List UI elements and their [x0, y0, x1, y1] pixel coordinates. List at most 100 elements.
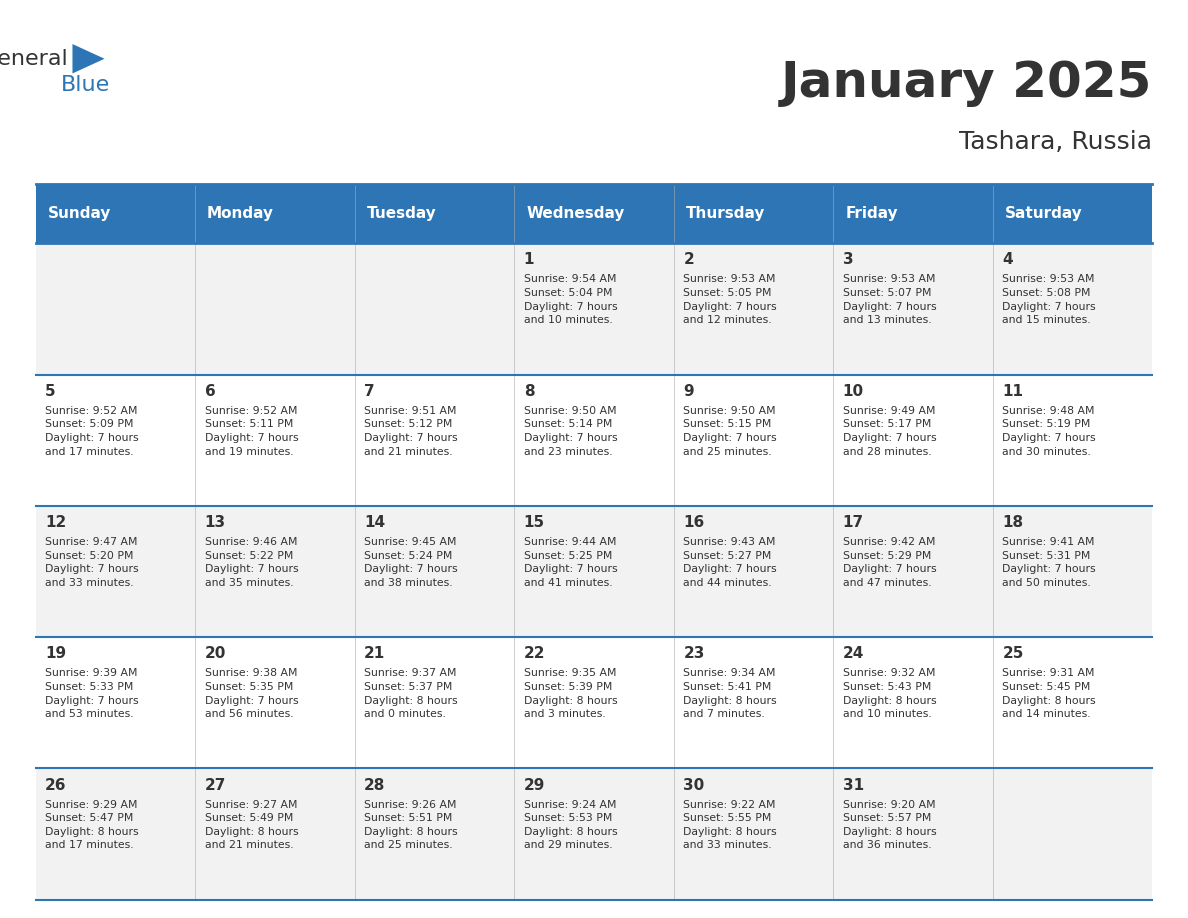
Text: Sunrise: 9:53 AM
Sunset: 5:05 PM
Daylight: 7 hours
and 12 minutes.: Sunrise: 9:53 AM Sunset: 5:05 PM Dayligh… — [683, 274, 777, 325]
Text: 12: 12 — [45, 515, 67, 530]
Bar — [355, 768, 514, 900]
Text: General: General — [0, 49, 69, 69]
Text: 24: 24 — [842, 646, 864, 661]
Bar — [674, 768, 833, 900]
Text: 26: 26 — [45, 778, 67, 792]
Bar — [833, 506, 993, 637]
Text: Sunrise: 9:20 AM
Sunset: 5:57 PM
Daylight: 8 hours
and 36 minutes.: Sunrise: 9:20 AM Sunset: 5:57 PM Dayligh… — [842, 800, 936, 850]
Text: 30: 30 — [683, 778, 704, 792]
Bar — [195, 184, 355, 243]
Text: 15: 15 — [524, 515, 545, 530]
Bar — [355, 184, 514, 243]
Text: 14: 14 — [365, 515, 385, 530]
Text: 20: 20 — [204, 646, 226, 661]
Text: 21: 21 — [365, 646, 385, 661]
Bar — [36, 243, 195, 375]
Text: 3: 3 — [842, 252, 853, 267]
Text: Sunday: Sunday — [48, 206, 110, 221]
Text: Sunrise: 9:35 AM
Sunset: 5:39 PM
Daylight: 8 hours
and 3 minutes.: Sunrise: 9:35 AM Sunset: 5:39 PM Dayligh… — [524, 668, 618, 719]
Bar — [514, 637, 674, 768]
Bar — [195, 375, 355, 506]
Text: 23: 23 — [683, 646, 704, 661]
Text: 27: 27 — [204, 778, 226, 792]
Polygon shape — [72, 44, 105, 73]
Bar — [674, 637, 833, 768]
Bar — [833, 184, 993, 243]
Text: 18: 18 — [1003, 515, 1023, 530]
Text: 16: 16 — [683, 515, 704, 530]
Text: 1: 1 — [524, 252, 535, 267]
Bar — [674, 184, 833, 243]
Text: 19: 19 — [45, 646, 67, 661]
Text: Tashara, Russia: Tashara, Russia — [960, 130, 1152, 154]
Text: Sunrise: 9:49 AM
Sunset: 5:17 PM
Daylight: 7 hours
and 28 minutes.: Sunrise: 9:49 AM Sunset: 5:17 PM Dayligh… — [842, 406, 936, 456]
Bar — [36, 375, 195, 506]
Text: Sunrise: 9:31 AM
Sunset: 5:45 PM
Daylight: 8 hours
and 14 minutes.: Sunrise: 9:31 AM Sunset: 5:45 PM Dayligh… — [1003, 668, 1097, 719]
Text: 25: 25 — [1003, 646, 1024, 661]
Bar — [514, 243, 674, 375]
Text: Sunrise: 9:53 AM
Sunset: 5:07 PM
Daylight: 7 hours
and 13 minutes.: Sunrise: 9:53 AM Sunset: 5:07 PM Dayligh… — [842, 274, 936, 325]
Bar — [355, 243, 514, 375]
Bar — [993, 243, 1152, 375]
Bar — [993, 184, 1152, 243]
Bar — [993, 637, 1152, 768]
Text: 7: 7 — [365, 384, 375, 398]
Text: 8: 8 — [524, 384, 535, 398]
Text: Sunrise: 9:37 AM
Sunset: 5:37 PM
Daylight: 8 hours
and 0 minutes.: Sunrise: 9:37 AM Sunset: 5:37 PM Dayligh… — [365, 668, 457, 719]
Text: Sunrise: 9:26 AM
Sunset: 5:51 PM
Daylight: 8 hours
and 25 minutes.: Sunrise: 9:26 AM Sunset: 5:51 PM Dayligh… — [365, 800, 457, 850]
Text: January 2025: January 2025 — [781, 59, 1152, 106]
Text: Sunrise: 9:45 AM
Sunset: 5:24 PM
Daylight: 7 hours
and 38 minutes.: Sunrise: 9:45 AM Sunset: 5:24 PM Dayligh… — [365, 537, 457, 588]
Text: Monday: Monday — [207, 206, 274, 221]
Text: Sunrise: 9:44 AM
Sunset: 5:25 PM
Daylight: 7 hours
and 41 minutes.: Sunrise: 9:44 AM Sunset: 5:25 PM Dayligh… — [524, 537, 618, 588]
Text: Sunrise: 9:34 AM
Sunset: 5:41 PM
Daylight: 8 hours
and 7 minutes.: Sunrise: 9:34 AM Sunset: 5:41 PM Dayligh… — [683, 668, 777, 719]
Bar — [195, 506, 355, 637]
Text: Sunrise: 9:53 AM
Sunset: 5:08 PM
Daylight: 7 hours
and 15 minutes.: Sunrise: 9:53 AM Sunset: 5:08 PM Dayligh… — [1003, 274, 1097, 325]
Text: Sunrise: 9:48 AM
Sunset: 5:19 PM
Daylight: 7 hours
and 30 minutes.: Sunrise: 9:48 AM Sunset: 5:19 PM Dayligh… — [1003, 406, 1097, 456]
Text: 11: 11 — [1003, 384, 1023, 398]
Bar — [514, 506, 674, 637]
Text: Saturday: Saturday — [1005, 206, 1082, 221]
Text: Sunrise: 9:29 AM
Sunset: 5:47 PM
Daylight: 8 hours
and 17 minutes.: Sunrise: 9:29 AM Sunset: 5:47 PM Dayligh… — [45, 800, 139, 850]
Bar — [833, 768, 993, 900]
Text: Sunrise: 9:32 AM
Sunset: 5:43 PM
Daylight: 8 hours
and 10 minutes.: Sunrise: 9:32 AM Sunset: 5:43 PM Dayligh… — [842, 668, 936, 719]
Bar — [514, 375, 674, 506]
Text: Sunrise: 9:24 AM
Sunset: 5:53 PM
Daylight: 8 hours
and 29 minutes.: Sunrise: 9:24 AM Sunset: 5:53 PM Dayligh… — [524, 800, 618, 850]
Text: 28: 28 — [365, 778, 386, 792]
Bar — [514, 184, 674, 243]
Bar — [993, 768, 1152, 900]
Text: 6: 6 — [204, 384, 215, 398]
Text: Sunrise: 9:41 AM
Sunset: 5:31 PM
Daylight: 7 hours
and 50 minutes.: Sunrise: 9:41 AM Sunset: 5:31 PM Dayligh… — [1003, 537, 1097, 588]
Text: Sunrise: 9:52 AM
Sunset: 5:09 PM
Daylight: 7 hours
and 17 minutes.: Sunrise: 9:52 AM Sunset: 5:09 PM Dayligh… — [45, 406, 139, 456]
Bar — [833, 375, 993, 506]
Bar — [993, 375, 1152, 506]
Text: Tuesday: Tuesday — [367, 206, 436, 221]
Text: 31: 31 — [842, 778, 864, 792]
Bar — [36, 637, 195, 768]
Text: Sunrise: 9:22 AM
Sunset: 5:55 PM
Daylight: 8 hours
and 33 minutes.: Sunrise: 9:22 AM Sunset: 5:55 PM Dayligh… — [683, 800, 777, 850]
Bar — [514, 768, 674, 900]
Text: 9: 9 — [683, 384, 694, 398]
Bar — [833, 243, 993, 375]
Text: 22: 22 — [524, 646, 545, 661]
Text: Wednesday: Wednesday — [526, 206, 625, 221]
Text: 5: 5 — [45, 384, 56, 398]
Bar — [195, 243, 355, 375]
Text: Sunrise: 9:46 AM
Sunset: 5:22 PM
Daylight: 7 hours
and 35 minutes.: Sunrise: 9:46 AM Sunset: 5:22 PM Dayligh… — [204, 537, 298, 588]
Text: Sunrise: 9:42 AM
Sunset: 5:29 PM
Daylight: 7 hours
and 47 minutes.: Sunrise: 9:42 AM Sunset: 5:29 PM Dayligh… — [842, 537, 936, 588]
Text: 2: 2 — [683, 252, 694, 267]
Text: Sunrise: 9:38 AM
Sunset: 5:35 PM
Daylight: 7 hours
and 56 minutes.: Sunrise: 9:38 AM Sunset: 5:35 PM Dayligh… — [204, 668, 298, 719]
Bar — [355, 506, 514, 637]
Bar — [674, 243, 833, 375]
Text: 10: 10 — [842, 384, 864, 398]
Bar — [195, 637, 355, 768]
Text: Sunrise: 9:50 AM
Sunset: 5:14 PM
Daylight: 7 hours
and 23 minutes.: Sunrise: 9:50 AM Sunset: 5:14 PM Dayligh… — [524, 406, 618, 456]
Bar — [36, 506, 195, 637]
Bar — [195, 768, 355, 900]
Text: Sunrise: 9:54 AM
Sunset: 5:04 PM
Daylight: 7 hours
and 10 minutes.: Sunrise: 9:54 AM Sunset: 5:04 PM Dayligh… — [524, 274, 618, 325]
Text: Blue: Blue — [61, 75, 110, 95]
Bar — [833, 637, 993, 768]
Text: Friday: Friday — [845, 206, 898, 221]
Bar — [36, 184, 195, 243]
Bar — [355, 375, 514, 506]
Bar — [674, 506, 833, 637]
